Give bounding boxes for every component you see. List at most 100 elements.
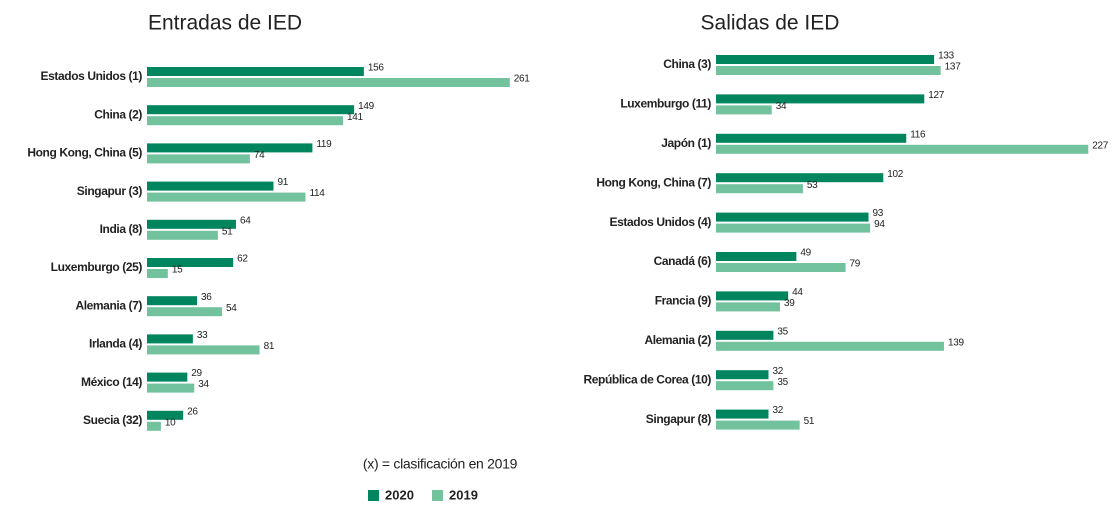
chart-title: Salidas de IED — [701, 12, 840, 35]
bar — [147, 67, 364, 76]
bar — [716, 370, 769, 380]
category-label: República de Corea (10) — [583, 372, 711, 386]
bar — [147, 116, 343, 126]
value-label: 93 — [873, 208, 884, 219]
bar — [147, 296, 198, 306]
bar — [147, 345, 260, 355]
value-label: 35 — [777, 377, 788, 388]
value-label: 51 — [222, 226, 233, 237]
value-label: 114 — [309, 188, 325, 199]
bar — [147, 105, 355, 115]
value-label: 64 — [240, 215, 251, 226]
category-label: Hong Kong, China (7) — [596, 175, 711, 189]
bar — [716, 184, 803, 194]
value-label: 51 — [804, 416, 815, 427]
bar — [147, 421, 161, 431]
bar — [716, 330, 774, 340]
value-label: 139 — [948, 337, 965, 348]
note: (x) = clasificación en 2019 — [363, 456, 518, 472]
bar — [716, 105, 772, 115]
bar — [716, 173, 884, 183]
category-label: Estados Unidos (1) — [41, 69, 143, 83]
value-label: 74 — [254, 150, 265, 161]
bar — [716, 263, 846, 272]
bar — [147, 154, 250, 164]
bar — [716, 252, 797, 261]
category-label: Suecia (32) — [83, 413, 142, 427]
legend-swatch — [368, 490, 379, 501]
bar — [147, 143, 313, 153]
category-label: India (8) — [100, 222, 143, 236]
category-label: Alemania (2) — [644, 333, 711, 347]
bar — [147, 181, 274, 191]
bar — [147, 410, 184, 420]
category-label: Japón (1) — [661, 136, 711, 150]
bar — [716, 341, 944, 351]
value-label: 149 — [358, 101, 375, 112]
value-label: 261 — [514, 74, 531, 85]
value-label: 49 — [800, 248, 811, 259]
value-label: 102 — [887, 169, 904, 180]
value-label: 137 — [945, 62, 962, 73]
category-label: México (14) — [81, 375, 142, 389]
category-label: Estados Unidos (4) — [610, 215, 712, 229]
bar — [716, 55, 935, 64]
value-label: 94 — [874, 219, 885, 230]
bar — [147, 258, 234, 267]
value-label: 156 — [368, 63, 385, 74]
legend-swatch — [432, 490, 443, 501]
bar — [716, 144, 1089, 154]
value-label: 227 — [1092, 140, 1109, 151]
bar — [716, 420, 800, 430]
value-label: 54 — [226, 303, 237, 314]
bar — [147, 269, 168, 278]
bar — [147, 230, 218, 240]
bar — [716, 94, 925, 104]
bar — [147, 192, 306, 202]
value-label: 127 — [928, 90, 945, 101]
value-label: 119 — [316, 139, 332, 150]
value-label: 34 — [198, 379, 209, 390]
bar — [147, 334, 193, 344]
value-label: 44 — [792, 287, 803, 298]
category-label: Singapur (3) — [77, 184, 143, 198]
value-label: 10 — [165, 417, 176, 428]
bar — [147, 372, 188, 382]
category-label: Luxemburgo (25) — [51, 260, 143, 274]
value-label: 141 — [347, 112, 364, 123]
value-label: 29 — [191, 368, 202, 379]
category-label: Singapur (8) — [646, 412, 712, 426]
category-label: Francia (9) — [655, 294, 712, 308]
value-label: 62 — [237, 254, 248, 265]
bar — [716, 66, 941, 75]
value-label: 35 — [777, 326, 788, 337]
chart-title: Entradas de IED — [148, 12, 302, 35]
value-label: 26 — [187, 406, 198, 417]
bar — [147, 307, 223, 317]
bar — [716, 381, 774, 391]
value-label: 116 — [910, 129, 926, 140]
bar — [716, 212, 869, 222]
category-label: Canadá (6) — [654, 254, 712, 268]
bar — [716, 133, 907, 143]
category-label: China (2) — [94, 107, 142, 121]
value-label: 33 — [197, 330, 208, 341]
value-label: 133 — [938, 51, 955, 62]
bar — [716, 302, 780, 312]
value-label: 81 — [264, 341, 275, 352]
category-label: China (3) — [663, 57, 711, 71]
value-label: 39 — [784, 298, 795, 309]
value-label: 15 — [172, 265, 183, 276]
value-label: 91 — [277, 177, 288, 188]
category-label: Irlanda (4) — [89, 337, 142, 351]
bar — [147, 219, 236, 229]
value-label: 32 — [772, 366, 783, 377]
category-label: Luxemburgo (11) — [620, 97, 711, 111]
value-label: 32 — [772, 405, 783, 416]
bar — [147, 78, 510, 87]
category-label: Alemania (7) — [75, 298, 142, 312]
category-label: Hong Kong, China (5) — [27, 146, 142, 160]
value-label: 53 — [807, 180, 818, 191]
legend-label: 2019 — [449, 487, 478, 502]
